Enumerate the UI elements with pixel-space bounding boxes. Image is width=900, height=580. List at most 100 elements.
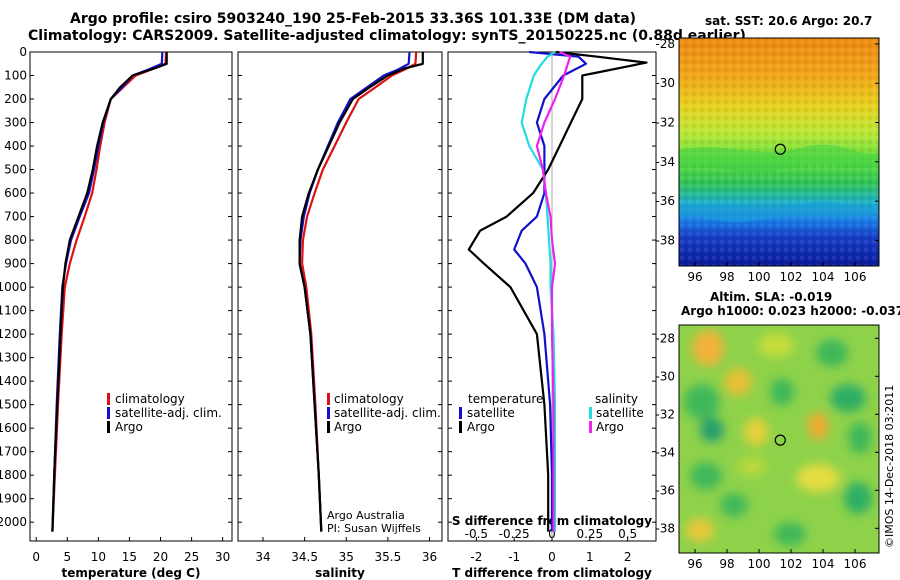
map-y-tick-label: -30: [655, 369, 675, 383]
sst-map-axes: 96 98 100 102 104 106 -28 -30 -32 -34 -36 -38: [655, 37, 879, 284]
legend-title-salinity: salinity: [595, 392, 638, 406]
y-tick-label: 300: [4, 116, 27, 130]
legend-label-climatology: climatology: [334, 392, 404, 406]
sla-map-frame: [678, 324, 880, 554]
map-x-tick-label: 100: [748, 557, 771, 571]
x-axis-label: T difference from climatology: [452, 566, 652, 580]
map-y-tick-label: -28: [655, 37, 675, 51]
s-tick-label: 0.25: [576, 527, 603, 541]
y-tick-label: 400: [4, 139, 27, 153]
difference-legend: temperature satellite Argo salinity sate…: [459, 392, 644, 434]
sla-map: Altim. SLA: -0.019 Argo h1000: 0.023 h20…: [655, 290, 900, 571]
y-tick-label: 200: [4, 92, 27, 106]
s-tick-label: 0.5: [618, 527, 637, 541]
y-tick-label: 0: [19, 45, 27, 59]
sla-map-title: Altim. SLA: -0.019: [710, 290, 832, 304]
x-axis-label: temperature (deg C): [62, 566, 201, 580]
x-tick-label: 35: [339, 550, 354, 564]
legend-label-s-satellite: satellite: [596, 406, 644, 420]
map-y-tick-label: -36: [655, 194, 675, 208]
watermark: ©IMOS 14-Dec-2018 03:2011: [883, 385, 896, 548]
y-tick-label: 100: [4, 69, 27, 83]
x-tick-label: 15: [122, 550, 137, 564]
y-tick-label: 1500: [0, 398, 27, 412]
x-axis-label: salinity: [315, 566, 365, 580]
map-y-tick-label: -28: [655, 331, 675, 345]
y-tick-label: 1600: [0, 421, 27, 435]
legend-swatch-satellite: [327, 407, 330, 419]
series-line-t-argo: [467, 50, 648, 532]
x-tick-label: -2: [470, 550, 482, 564]
legend-swatch-argo: [327, 421, 330, 433]
series-line-climatology: [301, 51, 418, 532]
salinity-legend: climatology satellite-adj. clim. Argo Ar…: [327, 392, 441, 535]
y-tick-label: 1000: [0, 280, 27, 294]
legend-label-s-argo: Argo: [596, 420, 624, 434]
legend-label-climatology: climatology: [115, 392, 185, 406]
series-line-t-satellite: [513, 50, 588, 532]
argo-location-marker: [774, 434, 786, 446]
map-y-tick-label: -32: [655, 116, 675, 130]
legend-label-satellite: satellite-adj. clim.: [115, 406, 222, 420]
legend-swatch-climatology: [327, 393, 330, 405]
map-x-tick-label: 98: [719, 557, 734, 571]
salinity-panel: 34 34.5 35 35.5 36 salinity: [237, 51, 443, 580]
y-tick-label: 1100: [0, 304, 27, 318]
y-tick-label: 500: [4, 163, 27, 177]
credit-line-2: PI: Susan Wijffels: [327, 522, 421, 535]
map-x-tick-label: 98: [719, 270, 734, 284]
legend-swatch-climatology: [107, 393, 110, 405]
temperature-legend: climatology satellite-adj. clim. Argo: [107, 392, 222, 434]
map-x-tick-label: 96: [687, 270, 702, 284]
map-x-tick-label: 104: [812, 557, 835, 571]
map-y-tick-label: -32: [655, 407, 675, 421]
x-tick-label: 34.5: [291, 550, 318, 564]
x-tick-label: 2: [624, 550, 632, 564]
title-line-2: Climatology: CARS2009. Satellite-adjuste…: [28, 28, 746, 44]
y-tick-label: 1300: [0, 351, 27, 365]
legend-swatch-satellite: [107, 407, 110, 419]
map-y-tick-label: -30: [655, 76, 675, 90]
map-y-tick-label: -34: [655, 445, 675, 459]
x-tick-label: 30: [215, 550, 230, 564]
map-y-tick-label: -36: [655, 483, 675, 497]
title-line-1: Argo profile: csiro 5903240_190 25-Feb-2…: [70, 11, 636, 27]
x-tick-label: 20: [153, 550, 168, 564]
sst-map-title: sat. SST: 20.6 Argo: 20.7: [705, 14, 872, 28]
credit-line-1: Argo Australia: [327, 509, 405, 522]
sst-map-frame: [678, 37, 880, 267]
legend-label-argo: Argo: [115, 420, 143, 434]
map-y-tick-label: -38: [655, 521, 675, 535]
legend-label-t-satellite: satellite: [467, 406, 515, 420]
map-x-tick-label: 102: [780, 270, 803, 284]
x-tick-label: 35.5: [375, 550, 402, 564]
series-line-s-argo: [535, 50, 572, 532]
series-line-climatology: [51, 51, 168, 532]
series-line-argo: [298, 52, 424, 532]
x-tick-label: 10: [91, 550, 106, 564]
y-tick-label: 600: [4, 186, 27, 200]
s-tick-label: -0.25: [499, 527, 530, 541]
x-tick-label: 0: [32, 550, 40, 564]
y-tick-label: 900: [4, 257, 27, 271]
y-tick-label: 1400: [0, 374, 27, 388]
y-tick-label: 1900: [0, 492, 27, 506]
legend-label-t-argo: Argo: [467, 420, 495, 434]
series-line-satellite-adj-clim-: [298, 51, 411, 532]
difference-panel: -2 -1 0 1 2 T difference from climatology -0.5…: [447, 50, 657, 580]
legend-label-satellite: satellite-adj. clim.: [334, 406, 441, 420]
map-x-tick-label: 100: [748, 270, 771, 284]
legend-label-argo: Argo: [334, 420, 362, 434]
map-y-tick-label: -34: [655, 155, 675, 169]
sla-map-subtitle: Argo h1000: 0.023 h2000: -0.037: [681, 304, 900, 318]
x-tick-label: -1: [508, 550, 520, 564]
series-line-argo: [51, 52, 168, 532]
map-y-tick-label: -38: [655, 233, 675, 247]
series-line-satellite-adj-clim-: [51, 51, 164, 532]
x-tick-label: 36: [422, 550, 437, 564]
map-x-tick-label: 96: [687, 557, 702, 571]
x-tick-label: 0: [548, 550, 556, 564]
x-tick-label: 5: [63, 550, 71, 564]
map-x-tick-label: 106: [844, 557, 867, 571]
